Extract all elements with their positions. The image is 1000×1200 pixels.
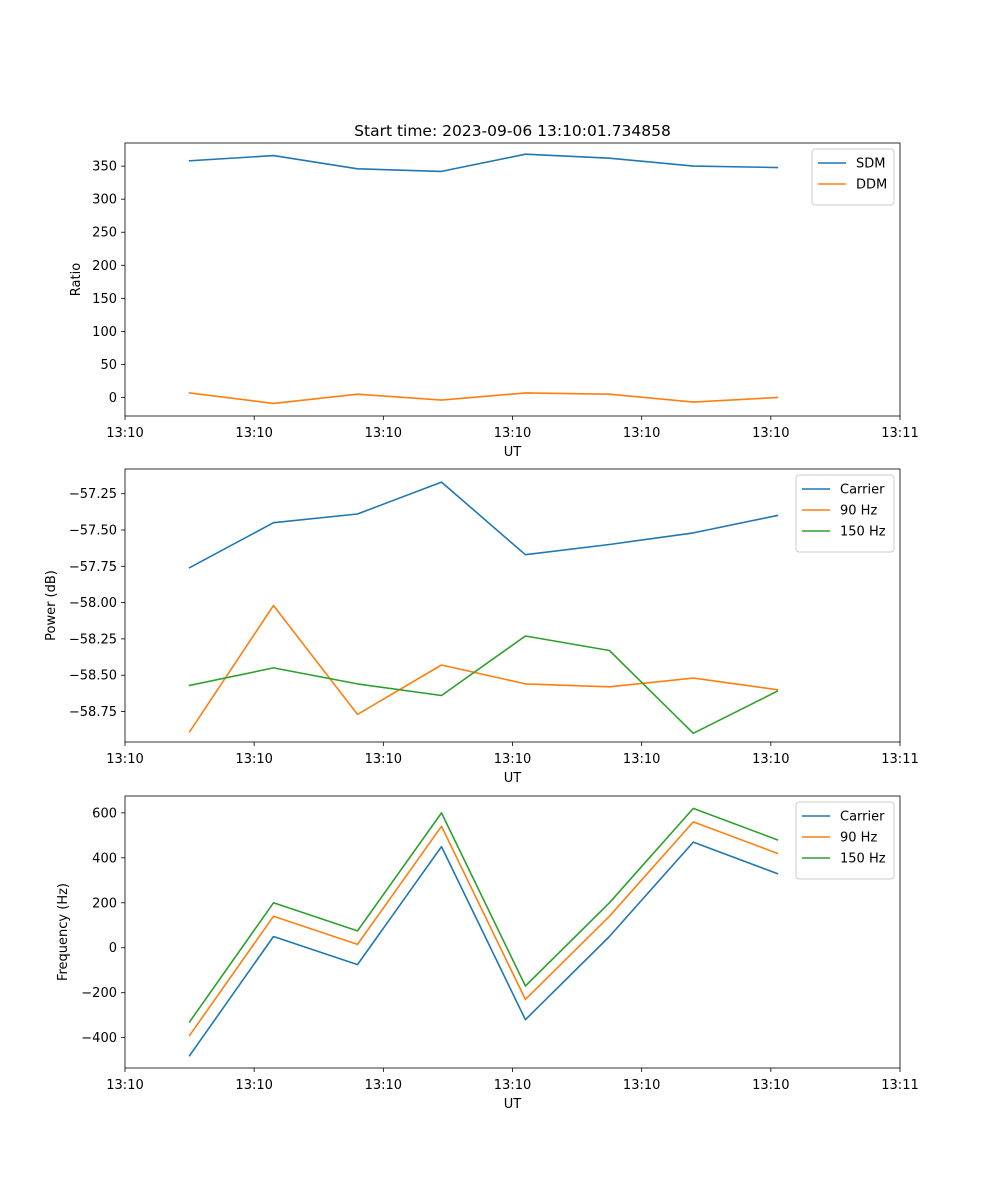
x-tick-label: 13:10 (623, 752, 660, 767)
chart-panel-3: 13:10 13:10 13:10 13:10 13:10 13:10 13:11 −400 −… (56, 795, 919, 1112)
legend-label: 90 Hz (840, 504, 877, 519)
series-line-150-hz (188, 635, 779, 735)
x-tick-label: 13:10 (106, 426, 143, 441)
y-tick-label: −58.00 (69, 596, 117, 611)
x-tick-label: 13:10 (494, 1078, 531, 1093)
series-line-ddm (188, 392, 779, 405)
y-tick-label: −57.75 (69, 560, 117, 575)
legend-label: DDM (856, 178, 887, 193)
y-tick-label: 0 (109, 391, 117, 406)
y-tick-label: −58.75 (69, 705, 117, 720)
x-tick-label: 13:10 (365, 752, 402, 767)
x-tick-label: 13:10 (752, 752, 789, 767)
x-tick-label: 13:10 (623, 1078, 660, 1093)
x-tick-label: 13:10 (494, 426, 531, 441)
x-tick-label: 13:10 (365, 1078, 402, 1093)
y-tick-label: 600 (92, 806, 117, 821)
x-tick-label: 13:11 (881, 426, 918, 441)
legend-box (795, 801, 895, 880)
y-tick-label: 200 (92, 896, 117, 911)
y-tick-label: −200 (81, 986, 117, 1001)
y-axis-label: Frequency (Hz) (56, 883, 71, 981)
x-tick-label: 13:10 (106, 1078, 143, 1093)
y-tick-label: −57.25 (69, 487, 117, 502)
legend-box (795, 474, 895, 553)
x-tick-label: 13:11 (881, 1078, 918, 1093)
x-tick-label: 13:10 (365, 426, 402, 441)
y-tick-label: −58.50 (69, 669, 117, 684)
series-line-carrier (188, 841, 779, 1057)
y-tick-label: 100 (92, 325, 117, 340)
y-tick-label: 250 (92, 226, 117, 241)
legend-label: 90 Hz (840, 831, 877, 846)
y-tick-label: 400 (92, 851, 117, 866)
x-tick-label: 13:10 (106, 752, 143, 767)
chart-title: Start time: 2023-09-06 13:10:01.734858 (354, 122, 671, 140)
x-tick-label: 13:10 (494, 752, 531, 767)
x-tick-label: 13:10 (235, 1078, 272, 1093)
x-tick-label: 13:10 (623, 426, 660, 441)
x-tick-label: 13:10 (235, 752, 272, 767)
legend-label: 150 Hz (840, 852, 886, 867)
x-tick-label: 13:11 (881, 752, 918, 767)
legend-label: Carrier (840, 483, 885, 498)
y-tick-label: 0 (109, 941, 117, 956)
axes-frame (124, 468, 901, 743)
chart-panel-1: 13:10 13:10 13:10 13:10 13:10 13:10 13:11 0 50 10… (69, 122, 919, 460)
y-tick-label: 300 (92, 193, 117, 208)
y-tick-label: −400 (81, 1031, 117, 1046)
x-tick-label: 13:10 (235, 426, 272, 441)
series-line-150-hz (188, 807, 779, 1024)
legend-label: 150 Hz (840, 525, 886, 540)
x-axis-label: UT (504, 771, 522, 786)
y-tick-label: −58.25 (69, 632, 117, 647)
series-line-90-hz (188, 821, 779, 1037)
chart-panel-2: 13:10 13:10 13:10 13:10 13:10 13:10 13:11 −58.7… (44, 468, 919, 786)
series-line-carrier (188, 481, 779, 569)
x-tick-label: 13:10 (752, 426, 789, 441)
axes-frame (124, 795, 901, 1069)
y-tick-label: 350 (92, 160, 117, 175)
series-line-90-hz (188, 604, 779, 733)
x-axis-label: UT (504, 1097, 522, 1112)
y-tick-label: 50 (100, 358, 117, 373)
legend-label: Carrier (840, 810, 885, 825)
legend-label: SDM (856, 157, 885, 172)
y-tick-label: 150 (92, 292, 117, 307)
series-line-sdm (188, 153, 779, 173)
y-axis-label: Power (dB) (44, 570, 59, 641)
x-tick-label: 13:10 (752, 1078, 789, 1093)
y-axis-label: Ratio (69, 263, 84, 296)
axes-frame (124, 142, 901, 417)
x-axis-label: UT (504, 445, 522, 460)
y-tick-label: −57.50 (69, 523, 117, 538)
y-tick-label: 200 (92, 259, 117, 274)
